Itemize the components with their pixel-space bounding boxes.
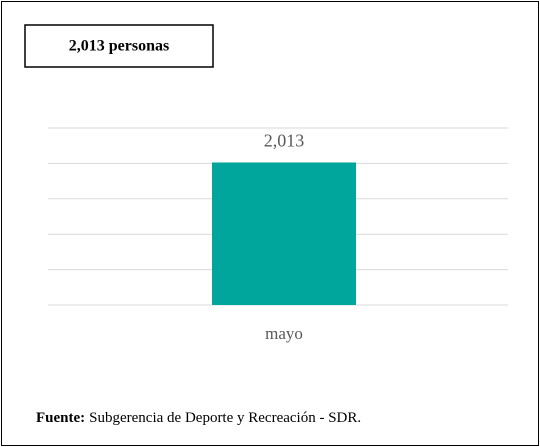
data-label: 2,013 (264, 131, 305, 151)
source-label: Fuente: (36, 410, 85, 426)
bar (212, 162, 356, 305)
x-tick-label: mayo (265, 324, 303, 343)
title-box (24, 24, 214, 68)
source: Fuente: Subgerencia de Deporte y Recreaci… (36, 410, 361, 426)
source-text: Subgerencia de Deporte y Recreación - SD… (89, 410, 361, 426)
chart-title: 2,013 personas (69, 38, 169, 55)
